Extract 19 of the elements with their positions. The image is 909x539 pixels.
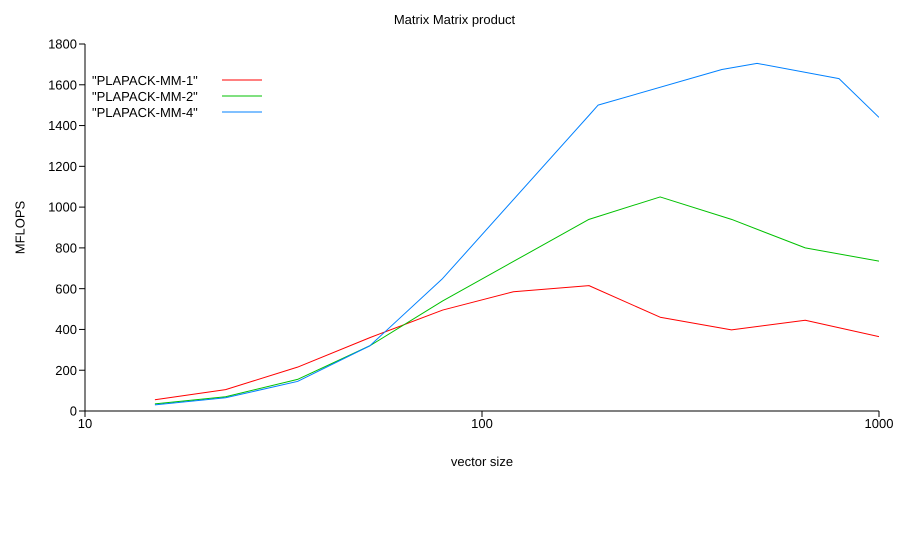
x-tick-label: 100	[471, 416, 493, 432]
y-tick-label: 1400	[48, 118, 77, 134]
y-tick-label: 1800	[48, 36, 77, 52]
x-axis-title: vector size	[450, 454, 514, 469]
y-tick-label: 800	[55, 240, 77, 256]
legend-label: "PLAPACK-MM-2"	[92, 88, 199, 104]
x-tick-label: 10	[78, 416, 92, 432]
y-tick-label: 1000	[48, 200, 77, 215]
y-tick-label: 400	[55, 322, 77, 338]
y-tick-label: 0	[70, 404, 77, 419]
legend-label: "PLAPACK-MM-1"	[92, 72, 199, 88]
y-tick-label: 600	[55, 281, 77, 296]
x-tick-label: 1000	[864, 416, 894, 432]
y-tick-label: 200	[55, 362, 77, 378]
y-axis-title: MFLOPS	[12, 200, 28, 254]
y-tick-label: 1200	[48, 158, 77, 174]
chart-title: Matrix Matrix product	[392, 11, 516, 29]
y-tick-label: 1600	[48, 77, 77, 92]
legend-label: "PLAPACK-MM-4"	[92, 104, 199, 120]
